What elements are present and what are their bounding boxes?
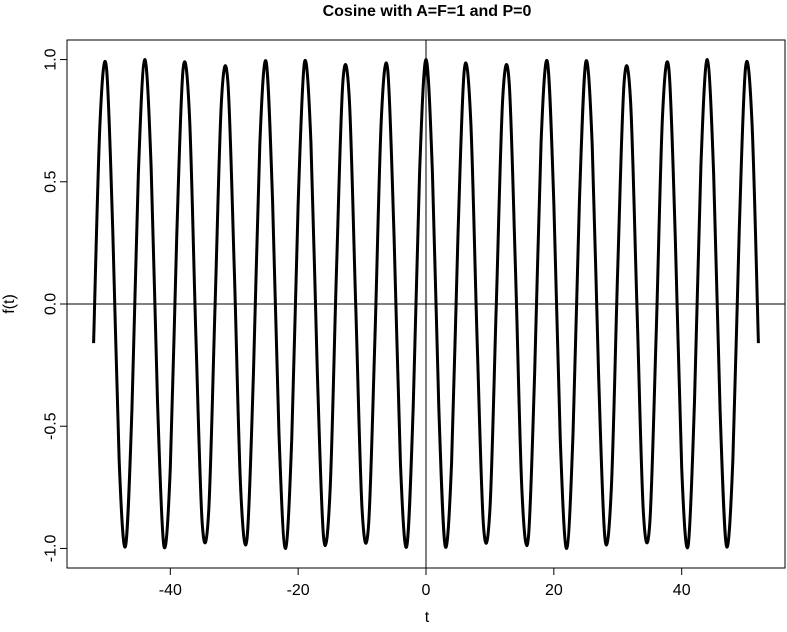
x-tick-label: -40 [159, 582, 182, 599]
y-tick-label: -0.5 [43, 412, 60, 440]
x-tick-label: 40 [673, 582, 691, 599]
x-tick-label: 20 [545, 582, 563, 599]
y-axis-label: f(t) [1, 294, 18, 314]
x-tick-label: -20 [287, 582, 310, 599]
y-tick-label: -1.0 [43, 535, 60, 563]
x-tick-label: 0 [422, 582, 431, 599]
y-tick-label: 0.5 [43, 171, 60, 193]
line-series [92, 58, 760, 550]
chart-title: Cosine with A=F=1 and P=0 [323, 3, 532, 20]
y-tick-label: 0.0 [43, 293, 60, 315]
y-tick-label: 1.0 [43, 48, 60, 70]
x-axis-label: t [425, 609, 430, 626]
